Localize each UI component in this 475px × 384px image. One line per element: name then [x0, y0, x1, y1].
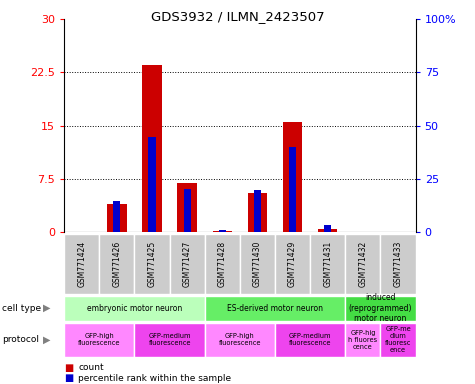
Bar	[254, 190, 261, 232]
Text: GSM771430: GSM771430	[253, 241, 262, 287]
Bar	[310, 234, 345, 294]
Bar	[64, 296, 205, 321]
Text: GFP-medium
fluorescence: GFP-medium fluorescence	[289, 333, 332, 346]
Bar	[149, 137, 155, 232]
Bar	[64, 323, 134, 357]
Bar	[178, 183, 197, 232]
Text: ES-derived motor neuron: ES-derived motor neuron	[227, 304, 323, 313]
Bar	[318, 229, 337, 232]
Text: ■: ■	[64, 373, 73, 383]
Bar	[289, 147, 296, 232]
Text: count: count	[78, 363, 104, 372]
Text: induced
(reprogrammed)
motor neuron: induced (reprogrammed) motor neuron	[349, 293, 412, 323]
Text: GDS3932 / ILMN_2423507: GDS3932 / ILMN_2423507	[151, 10, 324, 23]
Bar	[142, 65, 162, 232]
Bar	[219, 230, 226, 232]
Text: percentile rank within the sample: percentile rank within the sample	[78, 374, 231, 383]
Bar	[205, 323, 275, 357]
Bar	[248, 193, 267, 232]
Text: ▶: ▶	[43, 303, 50, 313]
Bar	[114, 202, 120, 232]
Text: ■: ■	[64, 363, 73, 373]
Bar	[345, 296, 416, 321]
Bar	[64, 234, 99, 294]
Text: GSM771433: GSM771433	[394, 241, 402, 287]
Bar	[170, 234, 205, 294]
Text: GSM771426: GSM771426	[113, 241, 121, 287]
Bar	[205, 296, 345, 321]
Text: GSM771424: GSM771424	[77, 241, 86, 287]
Bar	[134, 234, 170, 294]
Text: GSM771429: GSM771429	[288, 241, 297, 287]
Text: GFP-medium
fluorescence: GFP-medium fluorescence	[148, 333, 191, 346]
Text: GFP-high
fluorescence: GFP-high fluorescence	[218, 333, 261, 346]
Bar	[107, 204, 126, 232]
Text: GSM771427: GSM771427	[183, 241, 191, 287]
Text: GSM771432: GSM771432	[359, 241, 367, 287]
Bar	[345, 234, 380, 294]
Bar	[99, 234, 134, 294]
Bar	[380, 323, 416, 357]
Text: GSM771431: GSM771431	[323, 241, 332, 287]
Text: protocol: protocol	[2, 335, 39, 344]
Text: GFP-high
fluorescence: GFP-high fluorescence	[78, 333, 121, 346]
Text: GFP-hig
h fluores
cence: GFP-hig h fluores cence	[348, 330, 378, 350]
Bar	[134, 323, 205, 357]
Bar	[283, 122, 302, 232]
Bar	[240, 234, 275, 294]
Bar	[213, 231, 232, 232]
Bar	[345, 323, 380, 357]
Text: GFP-me
dium
fluoresc
ence: GFP-me dium fluoresc ence	[385, 326, 411, 353]
Text: cell type: cell type	[2, 304, 41, 313]
Bar	[184, 189, 190, 232]
Bar	[275, 234, 310, 294]
Bar	[380, 234, 416, 294]
Text: GSM771428: GSM771428	[218, 241, 227, 287]
Text: GSM771425: GSM771425	[148, 241, 156, 287]
Bar	[275, 323, 345, 357]
Bar	[324, 225, 331, 232]
Bar	[205, 234, 240, 294]
Text: ▶: ▶	[43, 335, 50, 345]
Text: embryonic motor neuron: embryonic motor neuron	[87, 304, 182, 313]
